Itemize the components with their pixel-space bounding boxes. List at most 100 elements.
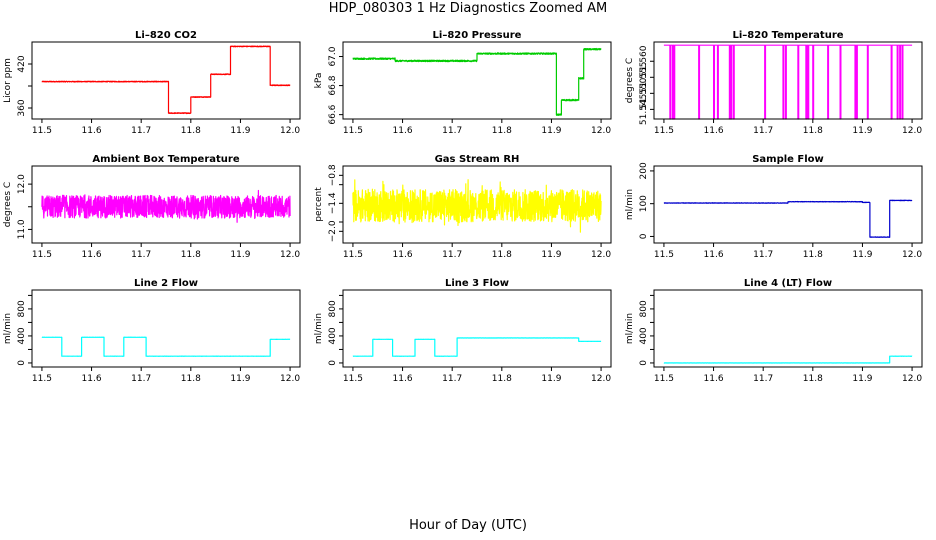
x-tick-label: 11.6 [82,374,102,384]
y-tick-label: 420 [17,55,27,72]
x-tick-label: 11.5 [654,126,674,136]
x-tick-label: 11.9 [230,374,250,384]
x-tick-label: 11.6 [82,250,102,260]
x-tick-label: 12.0 [591,126,611,136]
y-tick-label: 12.0 [17,174,27,194]
x-tick-label: 11.8 [181,250,201,260]
panel-title: Gas Stream RH [435,154,520,165]
y-axis-label: ml/min [314,313,324,344]
panel-title: Ambient Box Temperature [92,154,239,165]
x-tick-label: 12.0 [280,250,300,260]
x-axis-label: Hour of Day (UTC) [409,518,527,533]
x-tick-label: 11.5 [32,374,52,384]
x-tick-label: 11.5 [343,126,363,136]
series-line [41,336,291,357]
y-tick-label: 51.560 [639,45,649,77]
y-axis-label: ml/min [625,189,635,220]
x-tick-label: 11.7 [442,126,462,136]
y-tick-label: 800 [328,300,338,317]
series-line [352,337,602,357]
plot-frame [31,289,301,368]
figure-title: HDP_080303 1 Hz Diagnostics Zoomed AM [328,1,608,16]
y-tick-label: 66.6 [328,104,338,124]
y-tick-label: 800 [639,300,649,317]
x-tick-label: 11.6 [393,250,413,260]
plot-frame [342,289,612,368]
y-tick-label: 0 [328,360,338,366]
y-tick-label: 67.0 [328,46,338,66]
x-tick-label: 11.5 [32,126,52,136]
x-tick-label: 11.7 [131,126,151,136]
x-tick-label: 11.6 [393,126,413,136]
plot-frame [31,41,301,120]
x-tick-label: 11.8 [803,250,823,260]
y-tick-label: −1.4 [328,192,338,214]
x-tick-label: 12.0 [591,374,611,384]
series-line [41,189,291,223]
y-tick-label: 0 [17,360,27,366]
y-tick-label: 100 [639,195,649,212]
x-tick-label: 12.0 [280,126,300,136]
x-tick-label: 12.0 [902,374,922,384]
panel-title: Line 3 Flow [445,278,509,289]
x-tick-label: 12.0 [280,374,300,384]
x-tick-label: 11.5 [343,374,363,384]
y-tick-label: −0.8 [328,164,338,186]
y-tick-label: 11.0 [17,219,27,239]
panel-title: Li–820 Pressure [433,30,522,41]
y-tick-label: 51.555 [639,62,649,94]
y-axis-label: kPa [314,73,324,89]
plot-frame [342,41,612,120]
x-tick-label: 11.8 [492,126,512,136]
y-tick-label: 800 [17,300,27,317]
x-tick-label: 11.7 [753,374,773,384]
y-axis-label: ml/min [625,313,635,344]
panel-title: Line 4 (LT) Flow [744,278,832,289]
x-tick-label: 11.9 [230,126,250,136]
panel-title: Li–820 CO2 [135,30,197,41]
x-tick-label: 11.5 [32,250,52,260]
panel-title: Sample Flow [752,154,824,165]
plot-frame [342,165,612,244]
x-tick-label: 11.7 [442,374,462,384]
x-tick-label: 12.0 [591,250,611,260]
x-tick-label: 11.8 [181,374,201,384]
series-line [352,179,602,233]
series-line [663,44,913,120]
x-tick-label: 11.8 [492,374,512,384]
x-tick-label: 11.9 [852,374,872,384]
y-axis-label: Licor ppm [3,58,13,103]
y-tick-label: 200 [639,162,649,179]
y-tick-label: 51.545 [639,94,649,126]
x-tick-label: 11.9 [852,126,872,136]
x-tick-label: 11.6 [704,250,724,260]
x-tick-label: 11.7 [753,250,773,260]
x-tick-label: 11.7 [131,374,151,384]
series-line [41,45,291,115]
y-axis-label: degrees C [3,182,13,227]
y-tick-label: 66.8 [328,75,338,95]
series-line [663,355,913,364]
plot-frame [653,289,923,368]
x-tick-label: 11.6 [704,126,724,136]
x-tick-label: 11.6 [82,126,102,136]
y-tick-label: 0 [639,360,649,366]
x-tick-label: 12.0 [902,126,922,136]
y-axis-label: degrees C [625,58,635,103]
x-tick-label: 11.6 [704,374,724,384]
x-tick-label: 11.8 [181,126,201,136]
y-axis-label: ml/min [3,313,13,344]
x-tick-label: 11.8 [803,374,823,384]
x-tick-label: 11.9 [541,126,561,136]
y-tick-label: 0 [639,233,649,239]
y-tick-label: 400 [639,327,649,344]
plot-frame [653,165,923,244]
x-tick-label: 11.9 [541,250,561,260]
x-tick-label: 11.7 [753,126,773,136]
x-tick-label: 11.5 [343,250,363,260]
panel-title: Li–820 Temperature [732,30,843,41]
x-tick-label: 11.7 [442,250,462,260]
x-tick-label: 11.9 [852,250,872,260]
x-tick-label: 11.8 [492,250,512,260]
